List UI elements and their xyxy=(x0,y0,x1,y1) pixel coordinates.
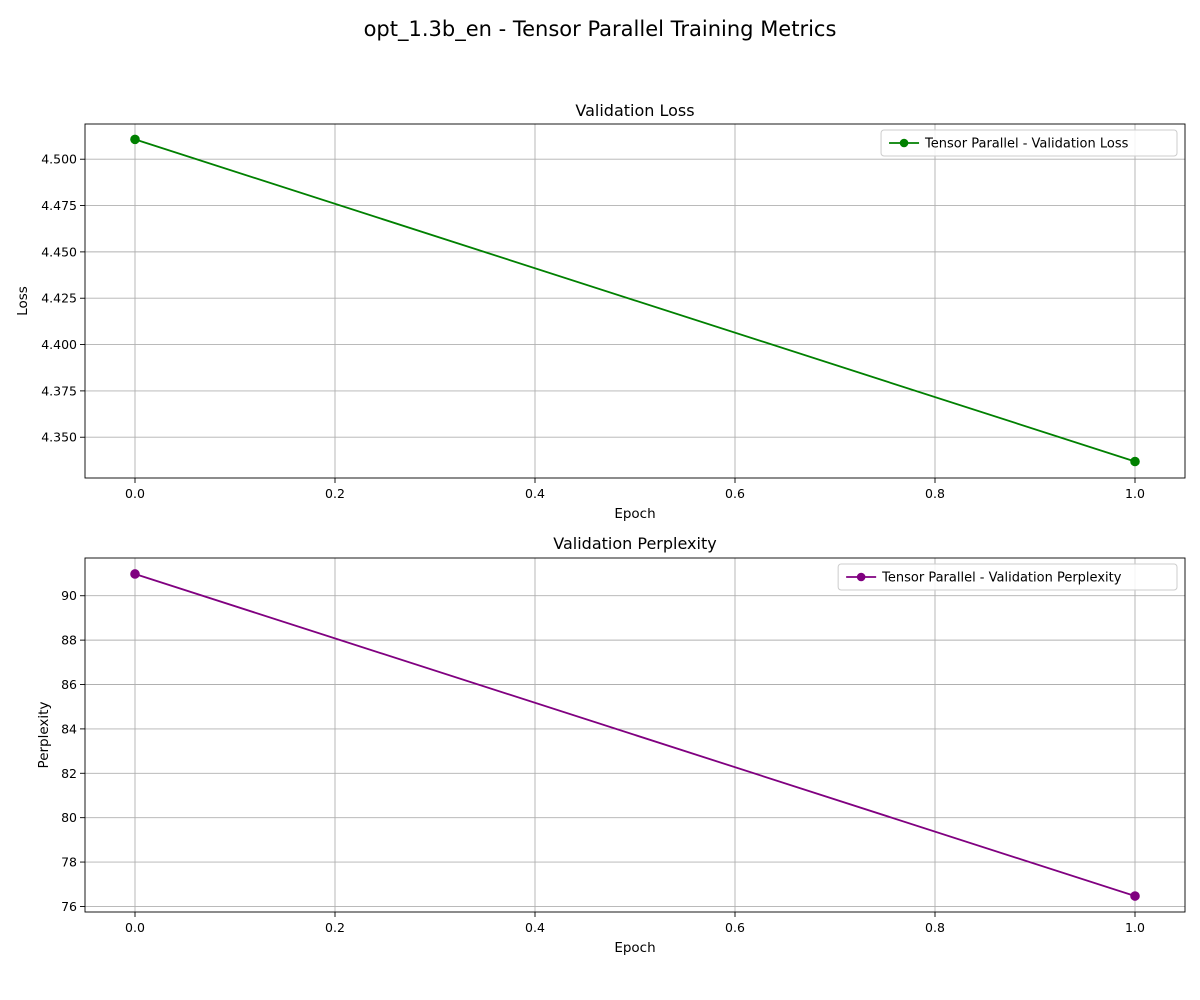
loss-legend-marker xyxy=(899,138,909,148)
perplexity-y-tick-label: 88 xyxy=(61,633,77,648)
loss-x-tick-label: 0.2 xyxy=(325,486,345,501)
perplexity-y-tick-label: 84 xyxy=(61,721,77,736)
perplexity-legend-marker xyxy=(856,572,866,582)
loss-chart-title: Validation Loss xyxy=(575,101,694,120)
loss-y-tick-label: 4.400 xyxy=(41,337,77,352)
perplexity-chart-title: Validation Perplexity xyxy=(553,534,716,553)
loss-y-tick-label: 4.475 xyxy=(41,198,77,213)
loss-y-tick-label: 4.450 xyxy=(41,244,77,259)
perplexity-x-tick-label: 1.0 xyxy=(1125,920,1145,935)
perplexity-y-tick-label: 86 xyxy=(61,677,77,692)
loss-y-tick-label: 4.425 xyxy=(41,291,77,306)
loss-axes-frame xyxy=(84,123,1186,479)
validation-loss-chart: Validation Loss 0.0 0.2 0.4 0.6 0.8 1.0 4.350 4.… xyxy=(15,101,1186,522)
perplexity-y-tick-label: 78 xyxy=(61,855,77,870)
perplexity-legend: Tensor Parallel - Validation Perplexity xyxy=(837,563,1178,591)
loss-x-tick-label: 0.0 xyxy=(125,486,145,501)
figure-title: opt_1.3b_en - Tensor Parallel Training M… xyxy=(364,17,837,42)
perplexity-legend-box xyxy=(837,563,1178,591)
perplexity-y-tick-label: 76 xyxy=(61,899,77,914)
perplexity-axes-frame xyxy=(84,557,1186,913)
perplexity-series-line xyxy=(134,573,1136,897)
loss-data-point xyxy=(1130,456,1140,467)
perplexity-x-tick-label: 0.2 xyxy=(325,920,345,935)
perplexity-x-axis-label: Epoch xyxy=(614,940,655,956)
loss-x-axis-label: Epoch xyxy=(614,506,655,522)
perplexity-data-point xyxy=(1130,891,1140,901)
perplexity-x-tick-label: 0.8 xyxy=(925,920,945,935)
perplexity-data-point xyxy=(130,569,140,579)
perplexity-x-tick-label: 0.6 xyxy=(725,920,745,935)
loss-x-tick-label: 0.6 xyxy=(725,486,745,501)
perplexity-y-tick-label: 90 xyxy=(61,588,77,603)
loss-legend: Tensor Parallel - Validation Loss xyxy=(880,129,1178,157)
perplexity-y-tick-label: 80 xyxy=(61,810,77,825)
perplexity-x-tick-label: 0.0 xyxy=(125,920,145,935)
loss-x-tick-label: 0.8 xyxy=(925,486,945,501)
perplexity-legend-label: Tensor Parallel - Validation Perplexity xyxy=(881,571,1122,586)
loss-y-tick-label: 4.500 xyxy=(41,152,77,167)
loss-data-point xyxy=(130,134,140,145)
validation-perplexity-chart: Validation Perplexity 0.0 0.2 0.4 0.6 0.8 1.0 7… xyxy=(36,534,1186,956)
loss-legend-box xyxy=(880,129,1178,157)
loss-x-tick-label: 0.4 xyxy=(525,486,545,501)
loss-y-axis-label: Loss xyxy=(15,286,31,316)
loss-y-tick-label: 4.350 xyxy=(41,430,77,445)
loss-x-tick-label: 1.0 xyxy=(1125,486,1145,501)
perplexity-y-axis-label: Perplexity xyxy=(36,702,52,769)
perplexity-x-tick-label: 0.4 xyxy=(525,920,545,935)
perplexity-y-tick-label: 82 xyxy=(61,766,77,781)
loss-legend-label: Tensor Parallel - Validation Loss xyxy=(924,137,1129,152)
loss-series-line xyxy=(134,138,1136,463)
loss-y-tick-label: 4.375 xyxy=(41,383,77,398)
